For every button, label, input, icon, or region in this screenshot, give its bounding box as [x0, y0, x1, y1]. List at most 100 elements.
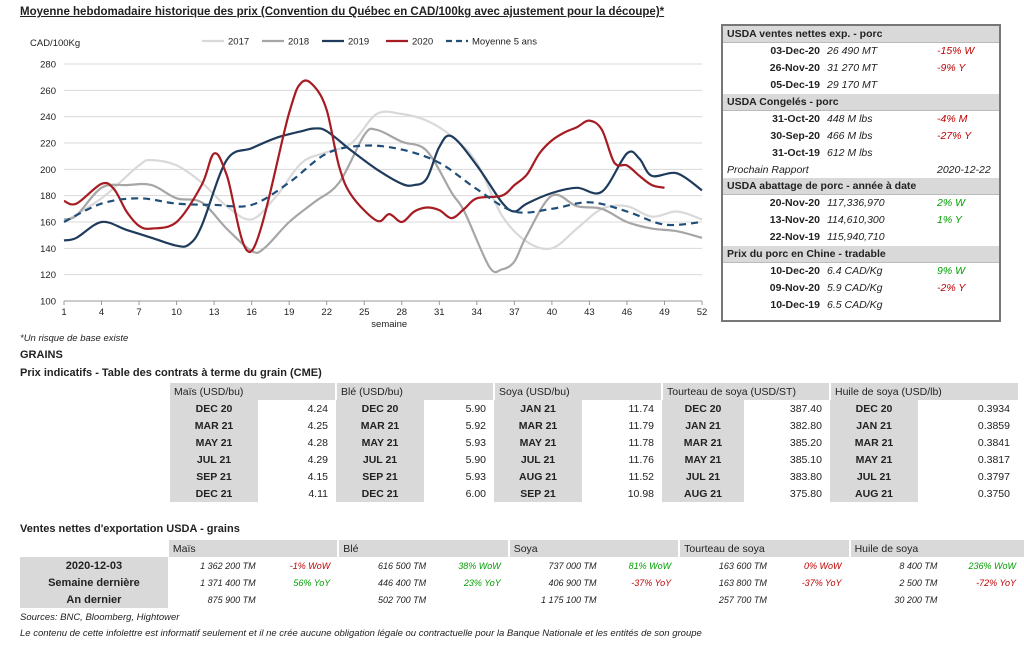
series-line-2017 — [63, 110, 703, 251]
china-price-row: 10-Dec-20 6.4 CAD/Kg 9% W — [723, 263, 999, 280]
contract-month: DEC 20 — [830, 400, 918, 417]
contract-price: 4.29 — [307, 453, 328, 466]
china-price-row: 10-Dec-19 6.5 CAD/Kg — [723, 297, 999, 314]
contract-price: 383.80 — [789, 470, 822, 483]
exports-row: Semaine dernière 1 371 400 TM 56% YoY 446 4… — [20, 574, 1024, 591]
pork-sales-row: 26-Nov-20 31 270 MT -9% Y — [723, 60, 999, 77]
slaughter-row: 13-Nov-20 114,610,300 1% Y — [723, 212, 999, 229]
contract-price: 5.92 — [465, 419, 486, 432]
china-price-value: 6.5 CAD/Kg — [827, 299, 883, 311]
futures-row: MAR 21 4.25 MAR 21 5.92 MAR 21 11.79 JAN 21 382… — [170, 417, 1018, 434]
china-price-change: 9% W — [937, 265, 966, 277]
contract-price: 4.25 — [307, 419, 328, 432]
frozen-pork-value: 612 M lbs — [827, 147, 873, 159]
x-tick-label: 37 — [509, 307, 520, 318]
frozen-pork-row: 31-Oct-20 448 M lbs -4% M — [723, 111, 999, 128]
contract-price: 4.28 — [307, 436, 328, 449]
y-tick-label: 160 — [40, 218, 56, 229]
contract-price: 5.90 — [465, 402, 486, 415]
y-axis-label: CAD/100Kg — [30, 38, 80, 49]
usda-pork-box: USDA ventes nettes exp. - porc 03-Dec-20 2… — [721, 24, 1001, 322]
contract-price: 11.79 — [628, 419, 655, 432]
futures-row: DEC 20 4.24 DEC 20 5.90 JAN 21 11.74 DEC 20 387… — [170, 400, 1018, 417]
futures-row: MAY 21 4.28 MAY 21 5.93 MAY 21 11.78 MAR 21 385… — [170, 434, 1018, 451]
pork-sales-header: USDA ventes nettes exp. - porc — [723, 26, 999, 43]
contract-month: JUL 21 — [830, 468, 918, 485]
contract-month: AUG 21 — [662, 485, 744, 502]
contract-price: 5.90 — [465, 453, 486, 466]
x-tick-label: 31 — [434, 307, 445, 318]
contract-price: 5.93 — [465, 470, 486, 483]
x-tick-label: 19 — [284, 307, 295, 318]
exports-header: Tourteau de soya — [678, 540, 850, 557]
contract-month: JAN 21 — [662, 417, 744, 434]
pork-sales-change: -9% Y — [937, 62, 966, 74]
export-volume: 446 400 TM — [378, 577, 427, 588]
contract-price: 0.3841 — [977, 436, 1010, 449]
pork-sales-row: 03-Dec-20 26 490 MT -15% W — [723, 43, 999, 60]
export-volume: 406 900 TM — [548, 577, 597, 588]
futures-header: Blé (USD/bu) — [335, 383, 494, 400]
x-tick-label: 52 — [697, 307, 708, 318]
export-volume: 163 800 TM — [718, 577, 767, 588]
frozen-pork-row: 30-Sep-20 466 M lbs -27% Y — [723, 128, 999, 145]
export-change — [775, 591, 850, 608]
exports-header: Soya — [507, 540, 680, 557]
export-volume: 257 700 TM — [718, 594, 767, 605]
contract-price: 0.3817 — [977, 453, 1010, 466]
next-report-label: Prochain Rapport — [727, 164, 809, 176]
contract-month: MAR 21 — [336, 417, 424, 434]
x-tick-label: 46 — [622, 307, 633, 318]
price-line-chart: 100 120 140 160 180 200 220 240 260 280 1 4 7 10 13 16 1… — [30, 37, 708, 331]
x-tick-label: 49 — [659, 307, 670, 318]
china-price-change: -2% Y — [937, 282, 966, 294]
frozen-pork-value: 448 M lbs — [827, 113, 873, 125]
pork-sales-value: 26 490 MT — [827, 45, 878, 57]
contract-price: 0.3859 — [977, 419, 1010, 432]
basis-risk-note: *Un risque de base existe — [20, 333, 129, 344]
slaughter-value: 115,940,710 — [827, 231, 885, 243]
contract-price: 385.20 — [789, 436, 822, 449]
export-volume: 30 200 TM — [894, 594, 938, 605]
slaughter-value: 114,610,300 — [827, 214, 885, 226]
next-report-date: 2020-12-22 — [937, 164, 991, 176]
export-change: -1% WoW — [289, 560, 331, 571]
chart-title: Moyenne hebdomadaire historique des prix… — [20, 6, 665, 18]
legend-label: 2018 — [288, 37, 309, 48]
contract-month: DEC 20 — [170, 400, 258, 417]
export-volume: 737 000 TM — [548, 560, 597, 571]
contract-month: DEC 20 — [662, 400, 744, 417]
contract-price: 0.3934 — [977, 402, 1010, 415]
exports-corner — [20, 540, 168, 557]
contract-price: 11.78 — [628, 436, 655, 449]
pork-sales-date: 03-Dec-20 — [770, 45, 820, 57]
slaughter-value: 117,336,970 — [827, 197, 885, 209]
x-tick-label: 40 — [547, 307, 558, 318]
legend-label: 2017 — [228, 37, 249, 48]
china-price-date: 10-Dec-19 — [770, 299, 820, 311]
contract-month: JUL 21 — [662, 468, 744, 485]
frozen-pork-row: 31-Oct-19 612 M lbs — [723, 145, 999, 162]
x-tick-label: 7 — [136, 307, 141, 318]
contract-price: 0.3797 — [977, 470, 1010, 483]
contract-month: MAR 21 — [662, 434, 744, 451]
contract-month: DEC 20 — [336, 400, 424, 417]
x-tick-label: 13 — [209, 307, 220, 318]
frozen-pork-date: 31-Oct-19 — [772, 147, 820, 159]
x-tick-label: 16 — [246, 307, 257, 318]
x-tick-label: 43 — [584, 307, 595, 318]
china-price-date: 10-Dec-20 — [770, 265, 820, 277]
contract-month: SEP 21 — [494, 485, 582, 502]
contract-month: MAR 21 — [494, 417, 582, 434]
grain-exports-table: Maïs Blé Soya Tourteau de soya Huile de soya… — [20, 540, 1024, 608]
y-tick-label: 180 — [40, 191, 56, 202]
x-tick-label: 34 — [472, 307, 483, 318]
contract-month: JAN 21 — [494, 400, 582, 417]
china-price-header: Prix du porc en Chine - tradable — [723, 246, 999, 263]
contract-month: SEP 21 — [336, 468, 424, 485]
x-axis-label: semaine — [371, 319, 407, 330]
exports-row: 2020-12-03 1 362 200 TM -1% WoW 616 500 TM 3… — [20, 557, 1024, 574]
exports-header: Blé — [337, 540, 509, 557]
export-change: -37% YoY — [801, 577, 842, 588]
contract-price: 382.80 — [789, 419, 822, 432]
